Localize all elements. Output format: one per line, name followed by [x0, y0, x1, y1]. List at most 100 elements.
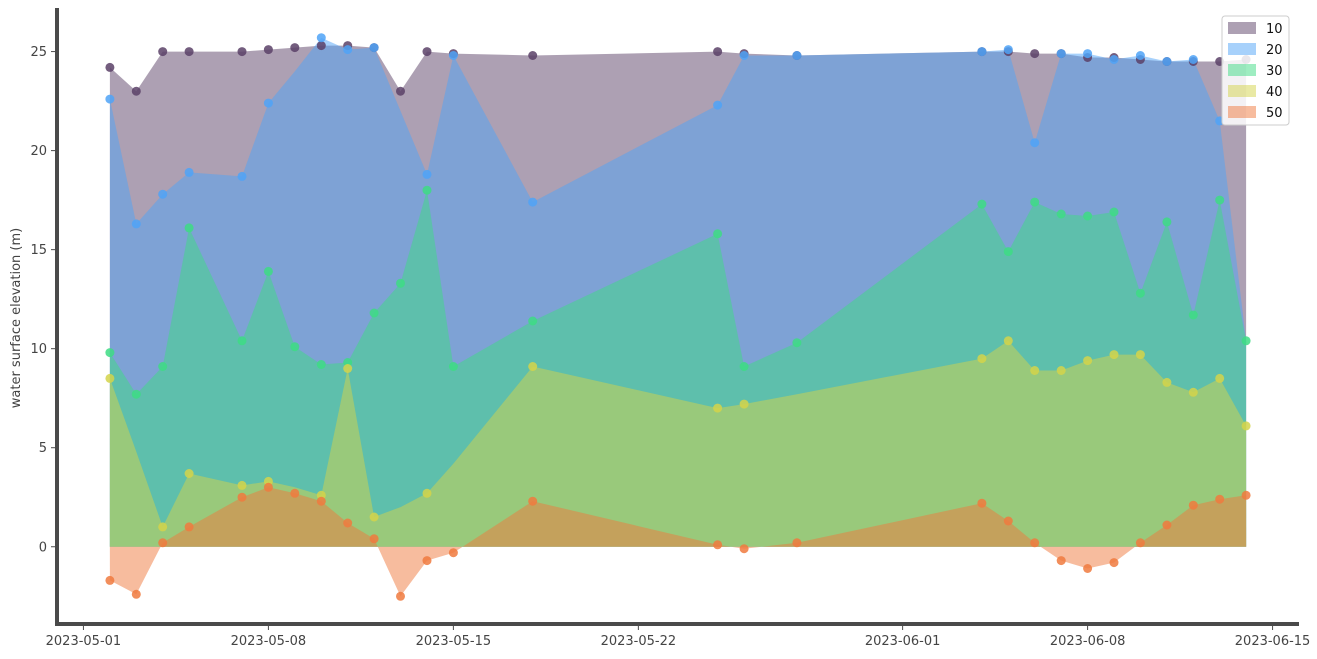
point-series-40 — [237, 480, 247, 490]
point-series-50 — [131, 589, 141, 599]
point-series-50 — [184, 522, 194, 532]
point-series-30 — [263, 266, 273, 276]
point-series-40 — [1003, 336, 1013, 346]
point-series-50 — [1162, 520, 1172, 530]
point-series-30 — [528, 316, 538, 326]
point-series-40 — [1135, 350, 1145, 360]
point-series-10 — [396, 86, 405, 96]
point-series-30 — [1030, 197, 1040, 207]
y-tick-label: 10 — [30, 342, 47, 357]
legend-label-40: 40 — [1266, 85, 1283, 100]
legend-swatch-10 — [1228, 22, 1256, 34]
x-tick-label: 2023-05-08 — [231, 634, 307, 649]
point-series-30 — [316, 360, 326, 369]
point-series-50 — [1003, 516, 1013, 526]
x-tick-label: 2023-05-22 — [601, 634, 677, 649]
point-series-20 — [1135, 51, 1145, 60]
point-series-30 — [977, 199, 987, 209]
point-series-40 — [528, 362, 538, 371]
point-series-50 — [105, 575, 115, 585]
point-series-30 — [184, 223, 194, 233]
x-tick-label: 2023-05-15 — [416, 634, 492, 649]
point-series-40 — [977, 354, 987, 364]
point-series-20 — [422, 169, 432, 179]
point-series-40 — [1109, 350, 1119, 360]
point-series-20 — [237, 171, 247, 181]
x-axis-ticks: 2023-05-01 2023-05-08 2023-05-15 2023-05-22… — [46, 624, 1311, 649]
point-series-20 — [713, 100, 723, 110]
point-series-20 — [1083, 49, 1093, 59]
point-series-20 — [528, 197, 538, 207]
point-series-20 — [184, 167, 194, 177]
point-series-20 — [448, 51, 458, 60]
x-tick-label: 2023-06-08 — [1050, 634, 1126, 649]
point-series-10 — [263, 45, 273, 55]
point-series-30 — [1188, 310, 1198, 320]
legend: 10 20 30 40 50 — [1221, 15, 1290, 126]
x-tick-label: 2023-05-01 — [46, 634, 122, 649]
point-series-10 — [316, 41, 326, 51]
point-series-10 — [528, 51, 538, 60]
point-series-30 — [369, 308, 379, 318]
point-series-20 — [369, 43, 379, 53]
point-series-30 — [290, 342, 300, 352]
point-series-40 — [1056, 366, 1066, 375]
point-series-20 — [343, 45, 353, 55]
point-series-50 — [1030, 538, 1040, 548]
point-series-10 — [422, 47, 432, 57]
point-series-30 — [237, 336, 247, 346]
point-series-50 — [528, 496, 538, 506]
point-series-20 — [739, 51, 749, 60]
point-series-30 — [713, 229, 723, 239]
point-series-50 — [1188, 500, 1198, 510]
point-series-50 — [1109, 558, 1119, 568]
point-series-20 — [158, 189, 168, 199]
x-tick-label: 2023-06-15 — [1235, 634, 1311, 649]
point-series-30 — [1083, 211, 1093, 221]
point-series-50 — [1215, 494, 1225, 504]
point-series-50 — [713, 540, 723, 550]
point-series-40 — [343, 364, 353, 373]
point-series-40 — [105, 373, 115, 383]
point-series-50 — [1056, 556, 1066, 566]
point-series-10 — [1030, 49, 1040, 59]
point-series-40 — [1030, 366, 1040, 375]
point-series-30 — [131, 389, 141, 399]
point-series-20 — [1109, 55, 1119, 64]
point-series-30 — [396, 278, 405, 288]
series-areas — [109, 37, 1247, 597]
point-series-30 — [1215, 195, 1225, 205]
legend-label-50: 50 — [1266, 106, 1283, 121]
point-series-10 — [184, 47, 194, 57]
point-series-40 — [422, 488, 432, 498]
point-series-40 — [739, 399, 749, 409]
point-series-50 — [263, 482, 273, 492]
point-series-30 — [1241, 336, 1251, 346]
y-tick-label: 0 — [39, 540, 47, 555]
legend-swatch-50 — [1228, 106, 1256, 118]
y-tick-label: 25 — [30, 45, 47, 60]
point-series-50 — [158, 538, 168, 548]
point-series-50 — [739, 544, 749, 554]
point-series-50 — [422, 556, 432, 566]
point-series-30 — [105, 348, 115, 358]
point-series-50 — [1241, 490, 1251, 500]
point-series-40 — [1162, 377, 1172, 387]
area-series-50 — [109, 487, 1247, 597]
point-series-40 — [184, 469, 194, 478]
point-series-40 — [1083, 356, 1093, 366]
legend-swatch-20 — [1228, 43, 1256, 55]
point-series-50 — [343, 518, 353, 528]
y-axis-ticks: 0 5 10 15 20 25 — [30, 45, 57, 555]
point-series-30 — [792, 338, 802, 348]
point-series-40 — [369, 512, 379, 522]
point-series-20 — [1030, 138, 1040, 148]
point-series-20 — [1162, 57, 1172, 66]
y-tick-label: 15 — [30, 243, 47, 258]
point-series-20 — [263, 98, 273, 108]
point-series-30 — [1109, 207, 1119, 217]
point-series-10 — [158, 47, 168, 57]
point-series-50 — [1135, 538, 1145, 548]
point-series-30 — [1056, 209, 1066, 219]
point-series-50 — [290, 488, 300, 498]
